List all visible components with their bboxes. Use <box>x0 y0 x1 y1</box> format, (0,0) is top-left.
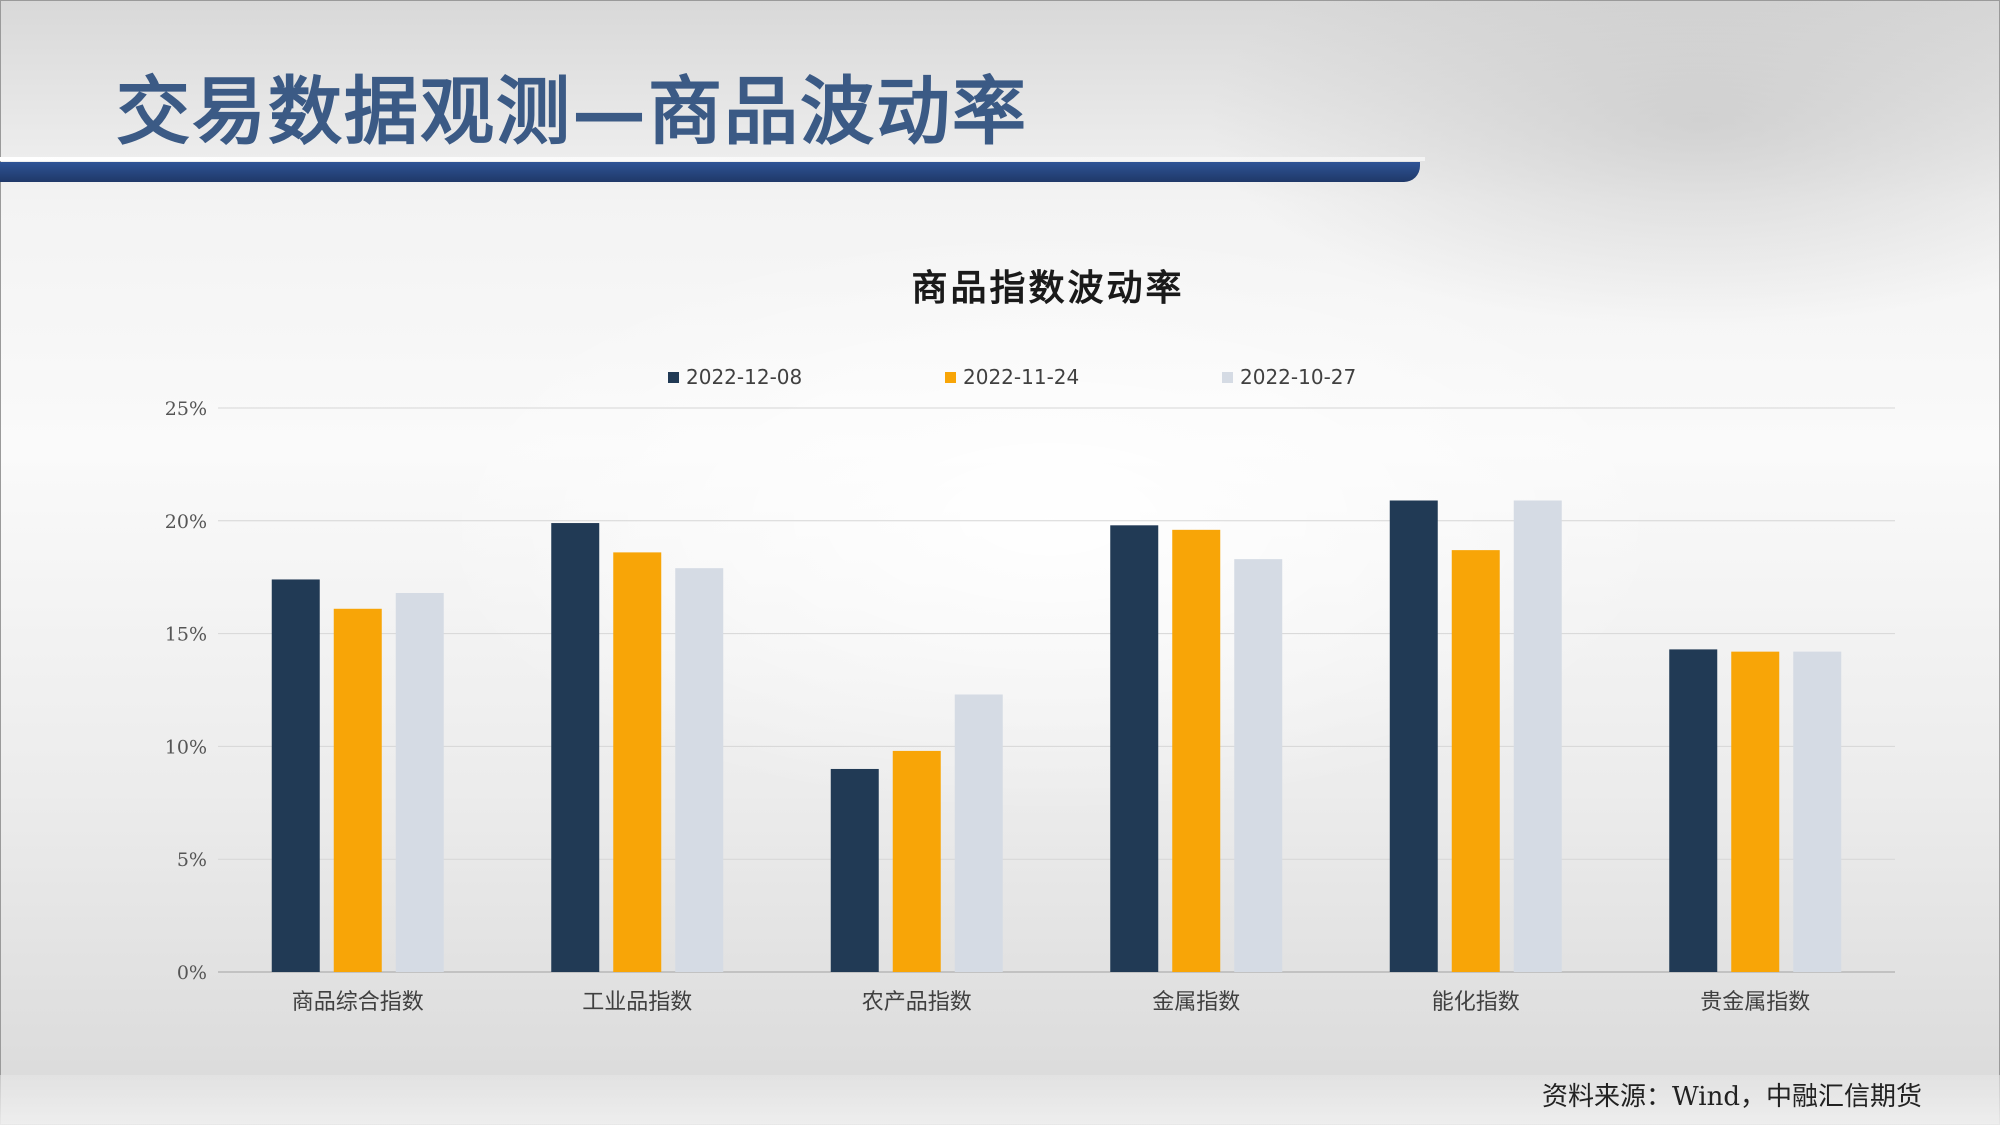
bar <box>1110 525 1159 972</box>
bar <box>1172 529 1221 972</box>
chart-bars <box>271 500 1842 972</box>
y-tick-label: 25% <box>165 398 207 420</box>
x-tick-label: 农产品指数 <box>862 990 972 1015</box>
legend-swatch <box>945 372 956 383</box>
bar <box>675 568 724 972</box>
y-tick-label: 15% <box>165 624 207 646</box>
y-tick-label: 5% <box>177 849 207 871</box>
bar <box>1513 500 1562 972</box>
title-underline-bar <box>0 162 1420 182</box>
legend-label: 2022-10-27 <box>1240 365 1356 389</box>
bar <box>333 608 382 972</box>
y-axis: 0% 5% 10% 15% 20% 25% <box>165 398 207 984</box>
legend-swatch <box>668 372 679 383</box>
footer-band <box>0 1075 2000 1125</box>
y-tick-label: 20% <box>165 511 207 533</box>
y-tick-label: 0% <box>177 962 207 984</box>
chart-gridlines <box>218 407 1895 973</box>
x-tick-label: 贵金属指数 <box>1700 990 1810 1015</box>
bar <box>1389 500 1438 972</box>
title-underline-highlight <box>0 157 1425 161</box>
bar <box>395 592 444 972</box>
bar <box>1451 550 1500 972</box>
x-tick-label: 商品综合指数 <box>292 990 424 1015</box>
slide-title: 交易数据观测—商品波动率 <box>116 69 1028 155</box>
legend-label: 2022-12-08 <box>686 365 802 389</box>
x-tick-label: 工业品指数 <box>582 990 692 1015</box>
chart-title: 商品指数波动率 <box>911 268 1184 309</box>
x-axis: 商品综合指数 工业品指数 农产品指数 金属指数 能化指数 贵金属指数 <box>292 990 1811 1015</box>
bar <box>830 768 879 972</box>
x-tick-label: 能化指数 <box>1432 990 1520 1015</box>
bar <box>613 552 662 972</box>
bar <box>1669 649 1718 972</box>
bar <box>271 579 320 972</box>
x-tick-label: 金属指数 <box>1152 990 1240 1015</box>
legend-swatch <box>1222 372 1233 383</box>
bar <box>892 750 941 972</box>
bar <box>1731 651 1780 972</box>
legend-label: 2022-11-24 <box>963 365 1079 389</box>
source-note: 资料来源：Wind，中融汇信期货 <box>1542 1082 1922 1112</box>
bar <box>1793 651 1842 972</box>
bar <box>954 694 1003 972</box>
bar <box>1234 559 1283 972</box>
bar <box>551 523 600 972</box>
y-tick-label: 10% <box>165 736 207 758</box>
chart-legend: 2022-12-08 2022-11-24 2022-10-27 <box>668 365 1356 389</box>
